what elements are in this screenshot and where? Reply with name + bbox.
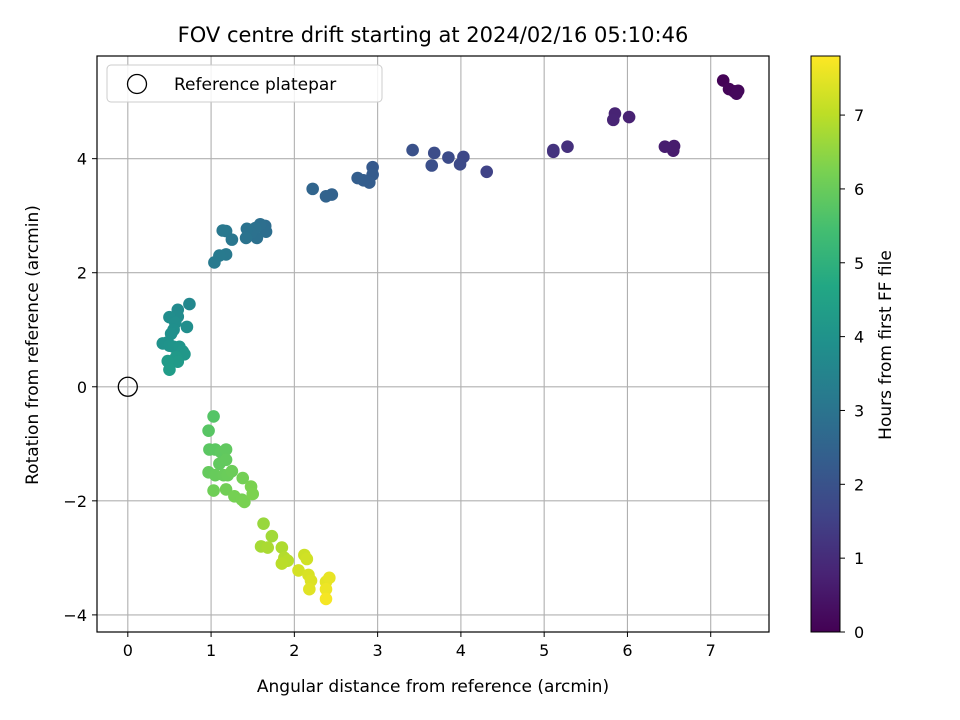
y-tick-label: −4 bbox=[63, 606, 87, 625]
data-point bbox=[216, 224, 230, 237]
data-point bbox=[180, 320, 194, 334]
x-tick-label: 5 bbox=[539, 641, 549, 660]
y-tick-label: 2 bbox=[77, 264, 87, 283]
x-tick-labels: 0 1 2 3 4 5 6 7 bbox=[123, 641, 716, 660]
data-point bbox=[208, 256, 221, 269]
legend-marker-open-circle bbox=[126, 73, 148, 95]
y-tick-label: 0 bbox=[77, 378, 87, 397]
x-tick-label: 4 bbox=[456, 641, 466, 660]
x-tick-label: 3 bbox=[373, 641, 383, 660]
y-tick-labels: −4 −2 0 2 4 bbox=[63, 150, 87, 625]
data-point bbox=[275, 541, 289, 554]
data-point bbox=[219, 483, 233, 496]
data-point bbox=[265, 529, 279, 543]
data-point bbox=[219, 443, 233, 456]
data-point bbox=[425, 159, 439, 172]
data-point bbox=[480, 165, 494, 179]
x-tick-label: 1 bbox=[206, 641, 216, 660]
axis-ticks bbox=[92, 158, 712, 637]
colorbar-label: Hours from first FF file bbox=[876, 250, 896, 440]
legend: Reference platepar bbox=[106, 64, 383, 103]
data-points bbox=[156, 74, 745, 606]
colorbar-tick-label: 1 bbox=[854, 549, 864, 568]
data-point bbox=[300, 552, 314, 566]
data-point bbox=[442, 151, 455, 164]
data-point bbox=[561, 140, 574, 153]
colorbar-tick-label: 4 bbox=[854, 328, 864, 347]
data-point bbox=[275, 557, 289, 570]
data-point bbox=[183, 297, 196, 311]
colorbar-gradient bbox=[810, 55, 841, 633]
data-point bbox=[658, 140, 672, 153]
data-point bbox=[319, 189, 333, 203]
data-point bbox=[240, 222, 254, 236]
legend-entry-reference-platepar: Reference platepar bbox=[174, 75, 336, 95]
colorbar-ticks: 0 1 2 3 4 5 6 7 bbox=[840, 106, 864, 642]
data-point bbox=[427, 146, 441, 160]
data-point bbox=[236, 471, 250, 485]
data-point bbox=[306, 182, 319, 196]
colorbar-tick-label: 0 bbox=[854, 623, 864, 642]
data-point bbox=[606, 113, 620, 127]
colorbar-tick-label: 6 bbox=[854, 180, 864, 199]
data-point bbox=[257, 517, 270, 530]
plot-area bbox=[92, 55, 770, 637]
data-point bbox=[261, 541, 275, 554]
data-point bbox=[319, 582, 333, 596]
data-point bbox=[303, 582, 316, 596]
data-point bbox=[292, 564, 305, 577]
data-point bbox=[163, 363, 176, 376]
data-point bbox=[219, 453, 233, 467]
data-point bbox=[238, 495, 251, 509]
reference-platepar-marker bbox=[117, 376, 138, 397]
data-point bbox=[239, 231, 253, 245]
data-point bbox=[667, 139, 681, 153]
plot-frame bbox=[96, 55, 770, 633]
data-point bbox=[225, 464, 239, 478]
y-axis-label: Rotation from reference (arcmin) bbox=[23, 205, 43, 485]
y-tick-label: 4 bbox=[77, 150, 87, 169]
data-point bbox=[171, 355, 185, 368]
x-tick-label: 2 bbox=[289, 641, 299, 660]
data-point bbox=[547, 143, 560, 157]
data-point bbox=[622, 110, 636, 124]
data-point bbox=[202, 424, 215, 437]
data-point bbox=[207, 410, 220, 423]
data-point bbox=[207, 484, 220, 497]
data-point bbox=[246, 487, 260, 501]
data-point bbox=[323, 571, 336, 585]
colorbar-tick-label: 5 bbox=[854, 254, 864, 273]
colorbar-tick-label: 3 bbox=[854, 401, 864, 420]
x-tick-label: 7 bbox=[706, 641, 716, 660]
chart-title: FOV centre drift starting at 2024/02/16 … bbox=[178, 23, 689, 47]
data-point bbox=[453, 158, 467, 171]
y-tick-label: −2 bbox=[63, 492, 87, 511]
colorbar-tick-label: 2 bbox=[854, 475, 864, 494]
x-tick-label: 0 bbox=[123, 641, 133, 660]
data-point bbox=[730, 87, 743, 100]
x-tick-label: 6 bbox=[622, 641, 632, 660]
data-point bbox=[406, 143, 419, 157]
colorbar: 0 1 2 3 4 5 6 7 Hours from first FF file bbox=[810, 55, 896, 642]
data-point bbox=[351, 171, 364, 185]
data-point bbox=[319, 592, 333, 606]
legend-box bbox=[106, 64, 383, 103]
colorbar-tick-label: 7 bbox=[854, 106, 864, 125]
x-axis-label: Angular distance from reference (arcmin) bbox=[257, 677, 609, 697]
